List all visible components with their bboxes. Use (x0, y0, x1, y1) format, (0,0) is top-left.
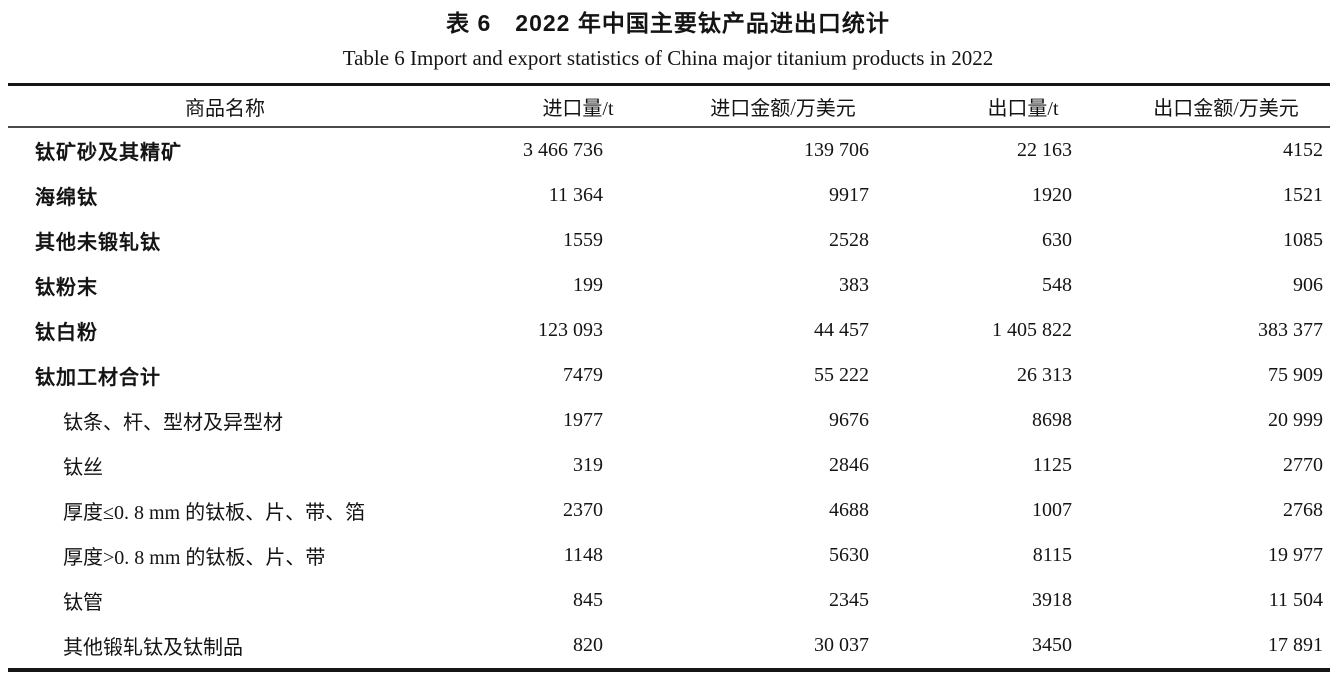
export-value-cell: 11 504 (1268, 589, 1323, 611)
table-row: 其他未锻轧钛 1559 2528 630 1085 (8, 218, 1330, 263)
export-qty-cell: 1007 (1032, 499, 1072, 521)
export-qty-cell: 26 313 (1017, 364, 1072, 386)
import-value-cell: 44 457 (814, 319, 869, 341)
table-row: 钛粉末 199 383 548 906 (8, 263, 1330, 308)
export-qty-cell: 3918 (1032, 589, 1072, 611)
table-row: 钛矿砂及其精矿 3 466 736 139 706 22 163 4152 (8, 127, 1330, 173)
product-name-cell: 钛白粉 (35, 322, 98, 344)
import-value-cell: 383 (839, 274, 869, 296)
export-value-cell: 1521 (1283, 184, 1323, 206)
export-value-cell: 17 891 (1268, 634, 1323, 656)
import-value-cell: 9917 (829, 184, 869, 206)
col-header-product-name: 商品名称 (185, 97, 265, 120)
import-value-cell: 30 037 (814, 634, 869, 656)
export-value-cell: 2768 (1283, 499, 1323, 521)
import-value-cell: 4688 (829, 499, 869, 521)
product-name-cell: 钛管 (63, 592, 103, 614)
import-qty-cell: 1977 (563, 409, 603, 431)
table-row: 钛管 845 2345 3918 11 504 (8, 578, 1330, 623)
import-qty-cell: 7479 (563, 364, 603, 386)
import-value-cell: 2345 (829, 589, 869, 611)
product-name-cell: 钛粉末 (35, 277, 98, 299)
table-row: 海绵钛 11 364 9917 1920 1521 (8, 173, 1330, 218)
import-qty-cell: 11 364 (548, 184, 603, 206)
col-header-import-value: 进口金额/万美元 (710, 97, 856, 120)
import-value-cell: 55 222 (814, 364, 869, 386)
col-header-export-value: 出口金额/万美元 (1153, 97, 1299, 120)
table-row: 钛加工材合计 7479 55 222 26 313 75 909 (8, 353, 1330, 398)
export-qty-cell: 3450 (1032, 634, 1072, 656)
export-value-cell: 1085 (1283, 229, 1323, 251)
table-title-english: Table 6 Import and export statistics of … (342, 46, 994, 70)
export-value-cell: 906 (1293, 274, 1323, 296)
table-row: 钛条、杆、型材及异型材 1977 9676 8698 20 999 (8, 398, 1330, 443)
import-export-statistics-table: 商品名称 进口量/t 进口金额/万美元 出口量/t 出口金额/万美元 钛矿砂及其… (8, 83, 1330, 672)
export-value-cell: 4152 (1283, 139, 1323, 161)
export-qty-cell: 548 (1042, 274, 1072, 296)
export-value-cell: 20 999 (1268, 409, 1323, 431)
product-name-cell: 钛矿砂及其精矿 (35, 142, 182, 164)
import-qty-cell: 1148 (563, 544, 603, 566)
import-value-cell: 139 706 (804, 139, 869, 161)
export-qty-cell: 8698 (1032, 409, 1072, 431)
export-value-cell: 75 909 (1268, 364, 1323, 386)
col-header-export-quantity: 出口量/t (987, 97, 1059, 120)
table-row: 厚度≤0. 8 mm 的钛板、片、带、箔 2370 4688 1007 2768 (8, 488, 1330, 533)
export-value-cell: 19 977 (1268, 544, 1323, 566)
import-value-cell: 2528 (829, 229, 869, 251)
product-name-cell: 钛加工材合计 (35, 367, 161, 389)
export-value-cell: 383 377 (1258, 319, 1323, 341)
export-qty-cell: 22 163 (1017, 139, 1072, 161)
import-qty-cell: 319 (573, 454, 603, 476)
table-row: 钛丝 319 2846 1125 2770 (8, 443, 1330, 488)
export-qty-cell: 1 405 822 (992, 319, 1072, 341)
import-qty-cell: 820 (573, 634, 603, 656)
export-qty-cell: 630 (1042, 229, 1072, 251)
export-qty-cell: 8115 (1032, 544, 1072, 566)
product-name-cell: 钛条、杆、型材及异型材 (63, 412, 283, 434)
import-qty-cell: 123 093 (538, 319, 603, 341)
header-row: 商品名称 进口量/t 进口金额/万美元 出口量/t 出口金额/万美元 (8, 85, 1330, 127)
import-value-cell: 2846 (829, 454, 869, 476)
import-qty-cell: 3 466 736 (523, 139, 603, 161)
product-name-cell: 其他锻轧钛及钛制品 (63, 637, 243, 659)
product-name-cell: 钛丝 (63, 457, 103, 479)
table-row: 钛白粉 123 093 44 457 1 405 822 383 377 (8, 308, 1330, 353)
product-name-cell: 厚度≤0. 8 mm 的钛板、片、带、箔 (63, 502, 366, 524)
export-qty-cell: 1125 (1032, 454, 1072, 476)
product-name-cell: 海绵钛 (35, 187, 98, 209)
table-row: 厚度>0. 8 mm 的钛板、片、带 1148 5630 8115 19 977 (8, 533, 1330, 578)
import-value-cell: 5630 (829, 544, 869, 566)
table-title-chinese: 表 6 2022 年中国主要钛产品进出口统计 (446, 10, 890, 36)
product-name-cell: 厚度>0. 8 mm 的钛板、片、带 (63, 547, 326, 569)
export-qty-cell: 1920 (1032, 184, 1072, 206)
export-value-cell: 2770 (1283, 454, 1323, 476)
import-qty-cell: 845 (573, 589, 603, 611)
import-qty-cell: 1559 (563, 229, 603, 251)
table-row: 其他锻轧钛及钛制品 820 30 037 3450 17 891 (8, 623, 1330, 670)
import-value-cell: 9676 (829, 409, 869, 431)
import-qty-cell: 2370 (563, 499, 603, 521)
product-name-cell: 其他未锻轧钛 (35, 232, 161, 254)
col-header-import-quantity: 进口量/t (542, 97, 614, 120)
import-qty-cell: 199 (573, 274, 603, 296)
